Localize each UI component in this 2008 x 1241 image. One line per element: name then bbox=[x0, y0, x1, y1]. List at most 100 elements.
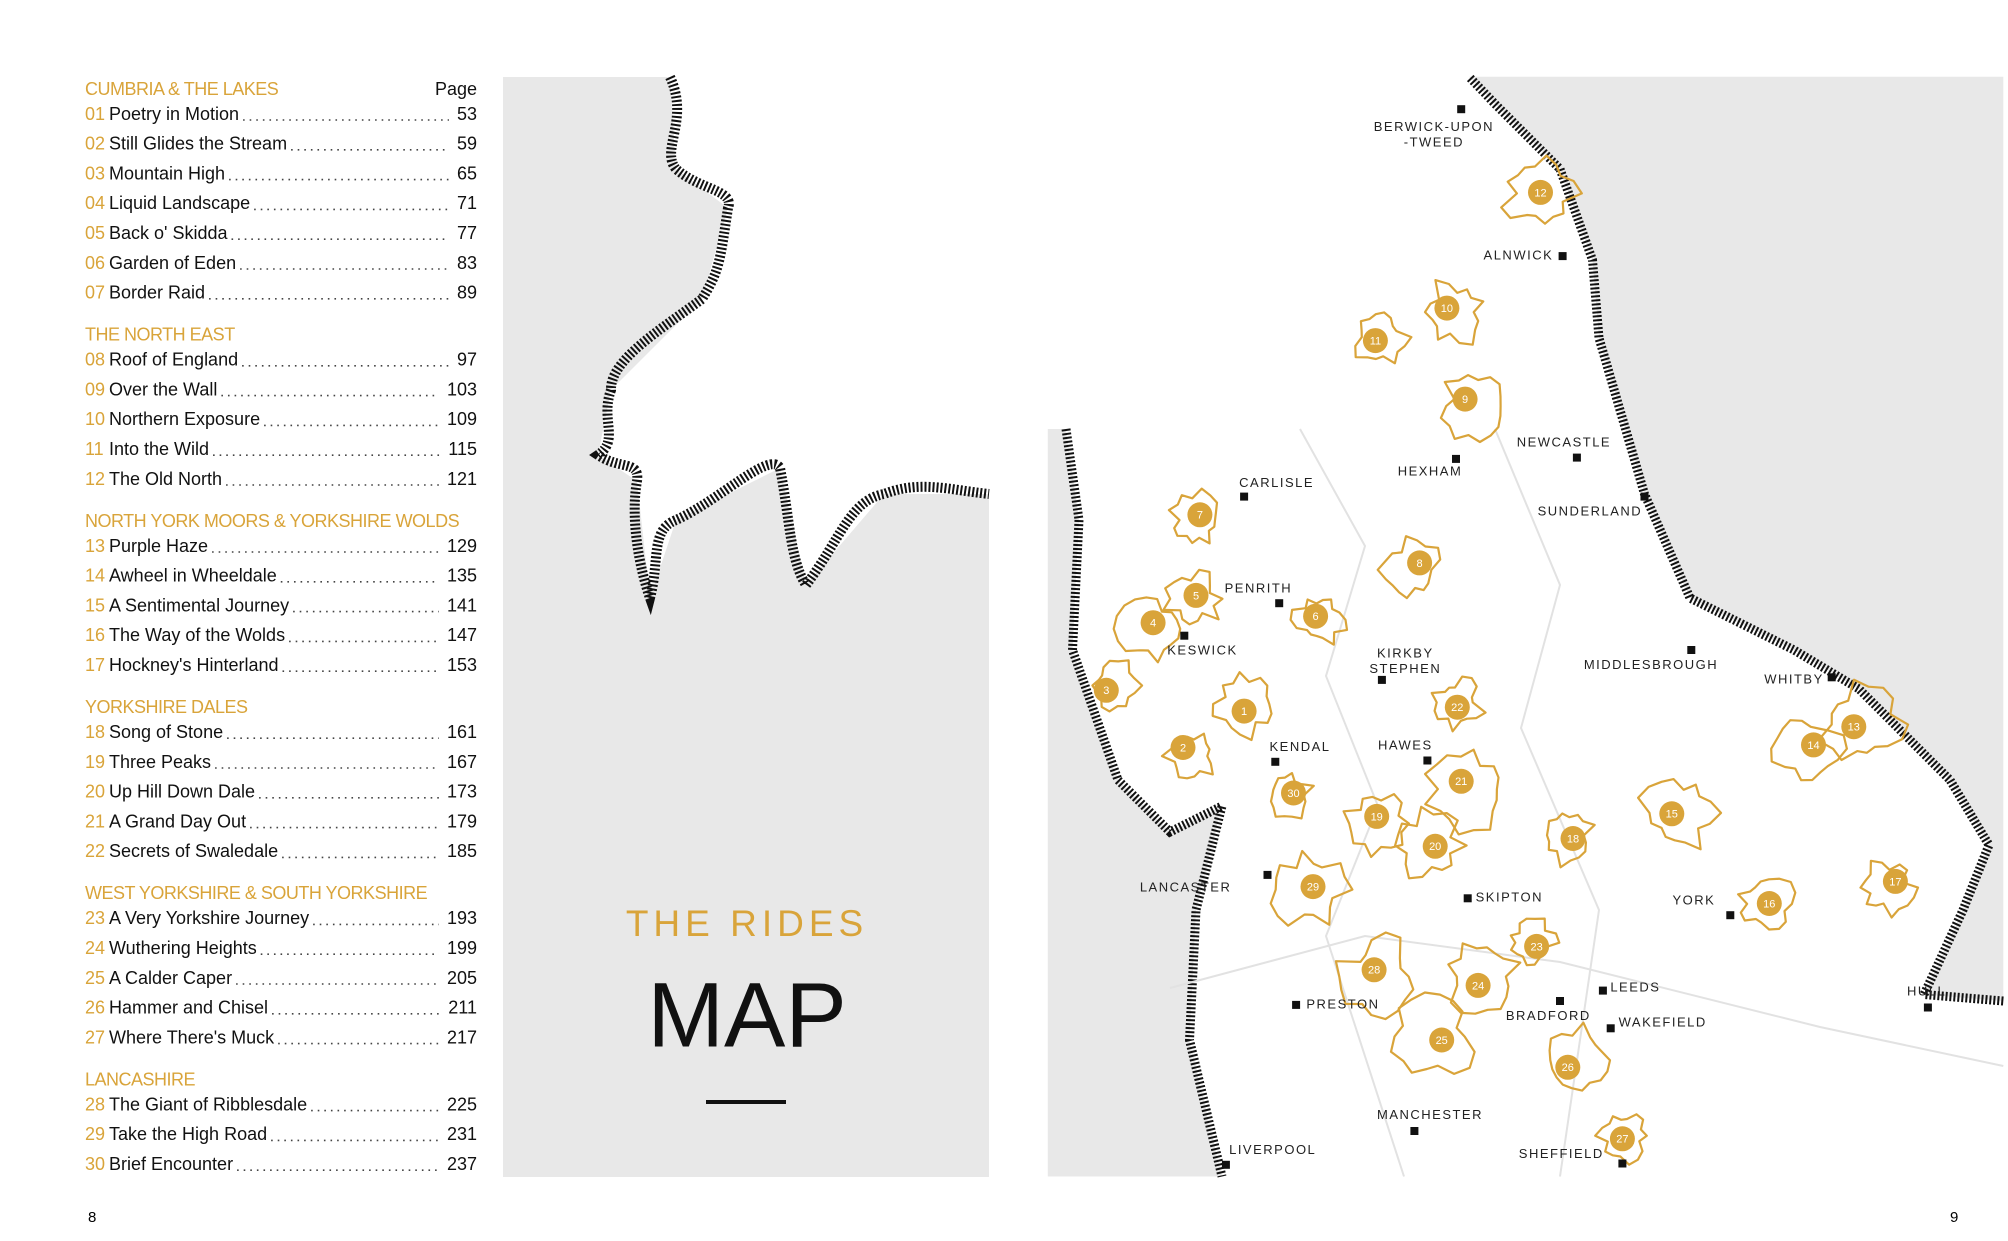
town-label: KIRKBY bbox=[1377, 645, 1434, 660]
town-marker bbox=[1463, 894, 1472, 903]
town-marker bbox=[1263, 870, 1272, 879]
entry-number: 23 bbox=[85, 908, 105, 928]
town-marker bbox=[1640, 492, 1649, 501]
route-marker bbox=[1300, 874, 1326, 900]
town-marker bbox=[1240, 492, 1249, 501]
entry-title: Hockney's Hinterland bbox=[109, 655, 279, 675]
town-label: YORK bbox=[1672, 892, 1715, 907]
town-label: LANCASTER bbox=[1140, 879, 1232, 894]
entry-number: 22 bbox=[85, 841, 105, 861]
entry-title: Northern Exposure bbox=[109, 409, 260, 429]
entry-number: 10 bbox=[85, 409, 105, 429]
page-number: 9 bbox=[1950, 1209, 1958, 1226]
entry-page: 135 bbox=[447, 566, 477, 586]
town-marker bbox=[1410, 1127, 1419, 1135]
entry-title: A Calder Caper bbox=[109, 968, 232, 988]
entry-page: 121 bbox=[447, 469, 477, 489]
entry-number: 02 bbox=[85, 134, 105, 154]
town-marker bbox=[1221, 1160, 1230, 1169]
route-marker bbox=[1448, 768, 1474, 794]
route-marker bbox=[1183, 582, 1209, 608]
entry-page: 97 bbox=[457, 350, 477, 370]
entry-title: Liquid Landscape bbox=[109, 193, 250, 213]
inset-land bbox=[598, 77, 989, 598]
town-marker bbox=[1618, 1159, 1627, 1168]
route-marker bbox=[1528, 179, 1553, 205]
entry-title: Purple Haze bbox=[109, 536, 208, 556]
route-marker bbox=[1362, 328, 1388, 354]
entry-number: 12 bbox=[85, 469, 105, 489]
entry-number: 21 bbox=[85, 811, 105, 831]
section-title: WEST YORKSHIRE & SOUTH YORKSHIRE bbox=[85, 883, 428, 903]
town-label: KESWICK bbox=[1167, 643, 1237, 658]
entry-page: 237 bbox=[447, 1154, 477, 1174]
route-number: 19 bbox=[1371, 811, 1383, 823]
entry-page: 65 bbox=[457, 163, 477, 183]
route-number: 10 bbox=[1441, 303, 1453, 315]
town-label: PENRITH bbox=[1225, 580, 1293, 595]
entry-number: 04 bbox=[85, 193, 105, 213]
town-label: SUNDERLAND bbox=[1538, 504, 1643, 519]
entry-page: 77 bbox=[457, 223, 477, 243]
entry-title: Hammer and Chisel bbox=[109, 998, 268, 1018]
entry-page: 205 bbox=[447, 968, 477, 988]
route-outline bbox=[1439, 374, 1502, 444]
entry-number: 07 bbox=[85, 283, 105, 303]
route-outline bbox=[1289, 598, 1349, 646]
town-marker bbox=[1923, 1003, 1932, 1012]
town-marker bbox=[1423, 756, 1432, 765]
town-label: SHEFFIELD bbox=[1519, 1146, 1604, 1161]
town-marker bbox=[1457, 105, 1466, 114]
entry-number: 01 bbox=[85, 104, 105, 124]
entry-page: 71 bbox=[457, 193, 477, 213]
entry-page: 179 bbox=[447, 811, 477, 831]
route-marker bbox=[1756, 891, 1782, 916]
entry-page: 185 bbox=[447, 841, 477, 861]
entry-title: Back o' Skidda bbox=[109, 223, 228, 243]
route-outline bbox=[1342, 792, 1411, 859]
route-outline bbox=[1817, 678, 1910, 762]
title: MAP bbox=[647, 964, 846, 1066]
route-outline bbox=[1376, 535, 1442, 600]
town-label: WHITBY bbox=[1764, 671, 1824, 686]
entry-number: 05 bbox=[85, 223, 105, 243]
entry-title: Poetry in Motion bbox=[109, 104, 239, 124]
entry-number: 16 bbox=[85, 625, 105, 645]
route-marker bbox=[1187, 502, 1213, 528]
town-marker bbox=[1377, 675, 1386, 684]
entry-title: The Giant of Ribblesdale bbox=[109, 1094, 307, 1114]
route-number: 26 bbox=[1562, 1062, 1574, 1074]
section-title: THE NORTH EAST bbox=[85, 325, 235, 345]
entry-page: 141 bbox=[447, 595, 477, 615]
entry-title: Into the Wild bbox=[109, 439, 209, 459]
town-marker bbox=[1292, 1000, 1301, 1009]
route-outline bbox=[1334, 931, 1415, 1021]
entry-number: 28 bbox=[85, 1094, 105, 1114]
route-marker bbox=[1555, 1054, 1581, 1080]
entry-page: 59 bbox=[457, 134, 477, 154]
entry-title: Where There's Muck bbox=[109, 1027, 275, 1047]
town-marker bbox=[1271, 757, 1280, 766]
town-marker bbox=[1556, 997, 1564, 1005]
entry-title: Wuthering Heights bbox=[109, 938, 257, 958]
route-number: 7 bbox=[1197, 510, 1203, 522]
section-title: NORTH YORK MOORS & YORKSHIRE WOLDS bbox=[85, 511, 460, 531]
town-label: BRADFORD bbox=[1506, 1008, 1591, 1023]
entry-title: Song of Stone bbox=[109, 722, 223, 742]
route-outline bbox=[1167, 487, 1219, 545]
entry-number: 18 bbox=[85, 722, 105, 742]
route-number: 6 bbox=[1313, 611, 1319, 623]
entry-number: 27 bbox=[85, 1027, 105, 1047]
entry-page: 109 bbox=[447, 409, 477, 429]
entry-title: The Old North bbox=[109, 469, 222, 489]
entry-page: 225 bbox=[447, 1094, 477, 1114]
entry-title: Over the Wall bbox=[109, 379, 217, 399]
entry-number: 13 bbox=[85, 536, 105, 556]
entry-title: Still Glides the Stream bbox=[109, 134, 287, 154]
entry-page: 217 bbox=[447, 1027, 477, 1047]
town-label: HULL bbox=[1907, 983, 1946, 998]
route-marker bbox=[1524, 933, 1550, 959]
town-marker bbox=[1687, 646, 1696, 654]
section-title: YORKSHIRE DALES bbox=[85, 697, 248, 717]
